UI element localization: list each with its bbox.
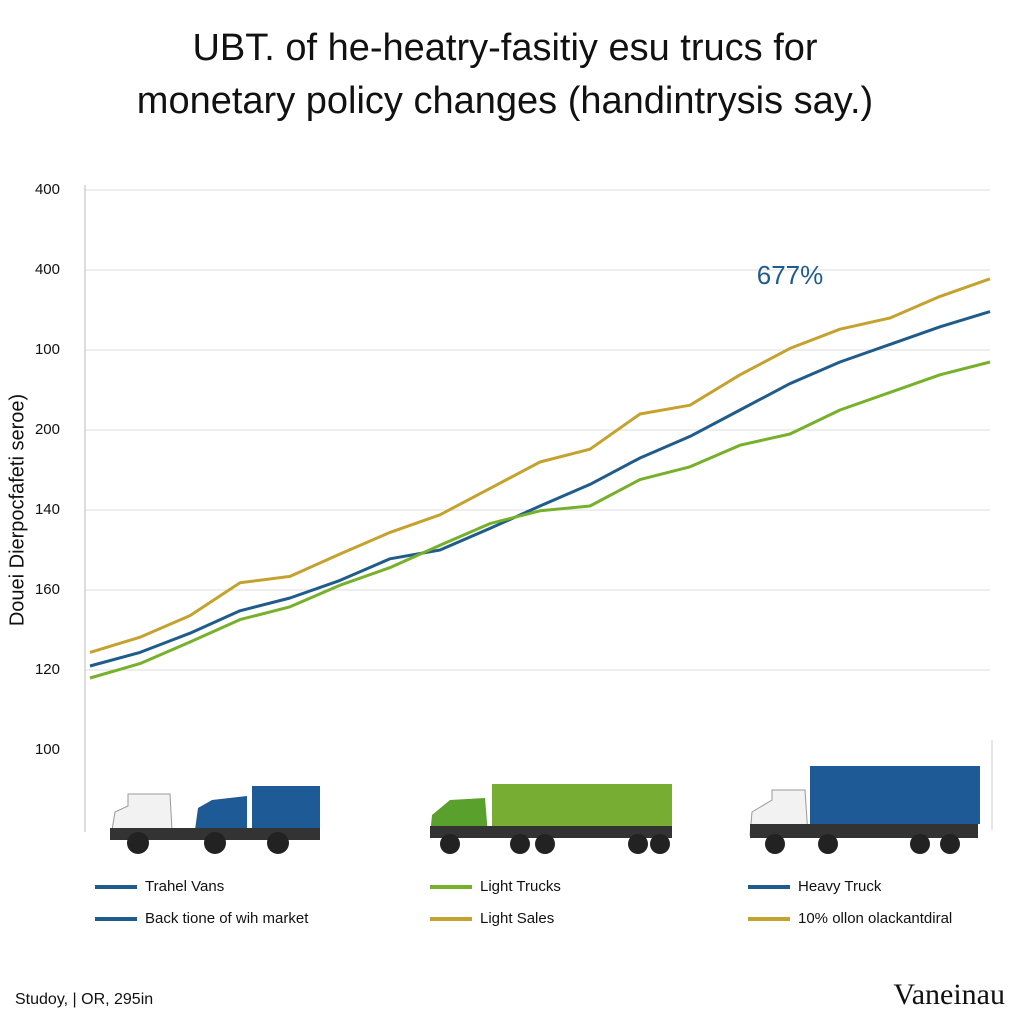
legend-label: Light Trucks (480, 878, 561, 895)
chart-title: monetary policy changes (handintrysis sa… (137, 80, 873, 122)
y-tick-label: 140 (35, 501, 60, 518)
y-tick-label: 160 (35, 581, 60, 598)
annotation: 677% (757, 260, 824, 290)
y-axis-label: Douei Dierpocfafeti seroe) (6, 394, 28, 626)
legend-label: Back tione of wih market (145, 910, 309, 927)
series-line (89, 277, 991, 654)
truck-illustrations (110, 766, 980, 854)
y-tick-label: 400 (35, 181, 60, 198)
legend-label: Heavy Truck (798, 878, 882, 895)
series-line (89, 310, 991, 668)
footer-right: Vaneinau (893, 978, 1005, 1011)
footer-left: Studoy, | OR, 295in (15, 991, 153, 1008)
y-tick-label: 100 (35, 341, 60, 358)
y-tick-label: 100 (35, 741, 60, 758)
y-tick-label: 200 (35, 421, 60, 438)
y-tick-label: 400 (35, 261, 60, 278)
legend-label: 10% ollon olackantdiral (798, 910, 952, 927)
series-line (89, 360, 991, 680)
chart-title: UBT. of he-heatry-fasitiy esu trucs for (192, 27, 817, 69)
legend-label: Light Sales (480, 910, 554, 927)
y-tick-label: 120 (35, 661, 60, 678)
legend-label: Trahel Vans (145, 878, 224, 895)
